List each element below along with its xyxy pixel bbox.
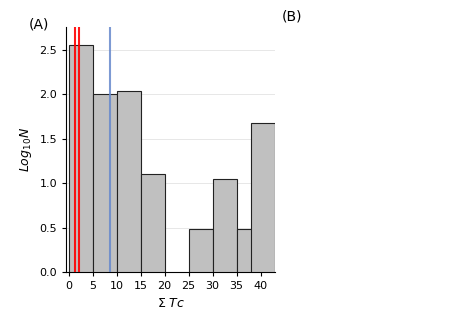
Bar xyxy=(251,123,275,272)
Bar xyxy=(117,90,141,272)
Bar xyxy=(213,179,237,272)
Bar xyxy=(69,45,93,272)
Y-axis label: $Log_{10}N$: $Log_{10}N$ xyxy=(18,127,34,172)
Bar xyxy=(141,174,164,272)
Bar xyxy=(93,94,117,272)
Text: (B): (B) xyxy=(282,10,302,24)
Bar xyxy=(237,229,261,272)
X-axis label: $\Sigma$ $Tc$: $\Sigma$ $Tc$ xyxy=(156,297,185,310)
Text: (A): (A) xyxy=(29,18,49,32)
Bar xyxy=(189,229,213,272)
